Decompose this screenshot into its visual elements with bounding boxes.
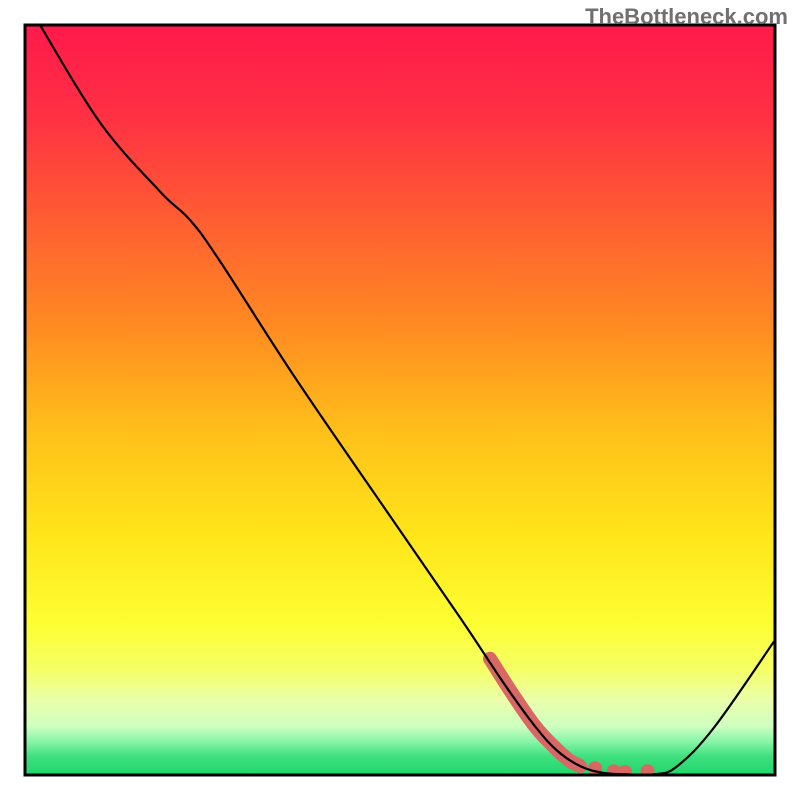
chart-container: TheBottleneck.com (0, 0, 800, 800)
chart-svg (0, 0, 800, 800)
highlight-dot (618, 765, 632, 779)
plot-area (25, 25, 775, 779)
gradient-background (25, 25, 775, 775)
